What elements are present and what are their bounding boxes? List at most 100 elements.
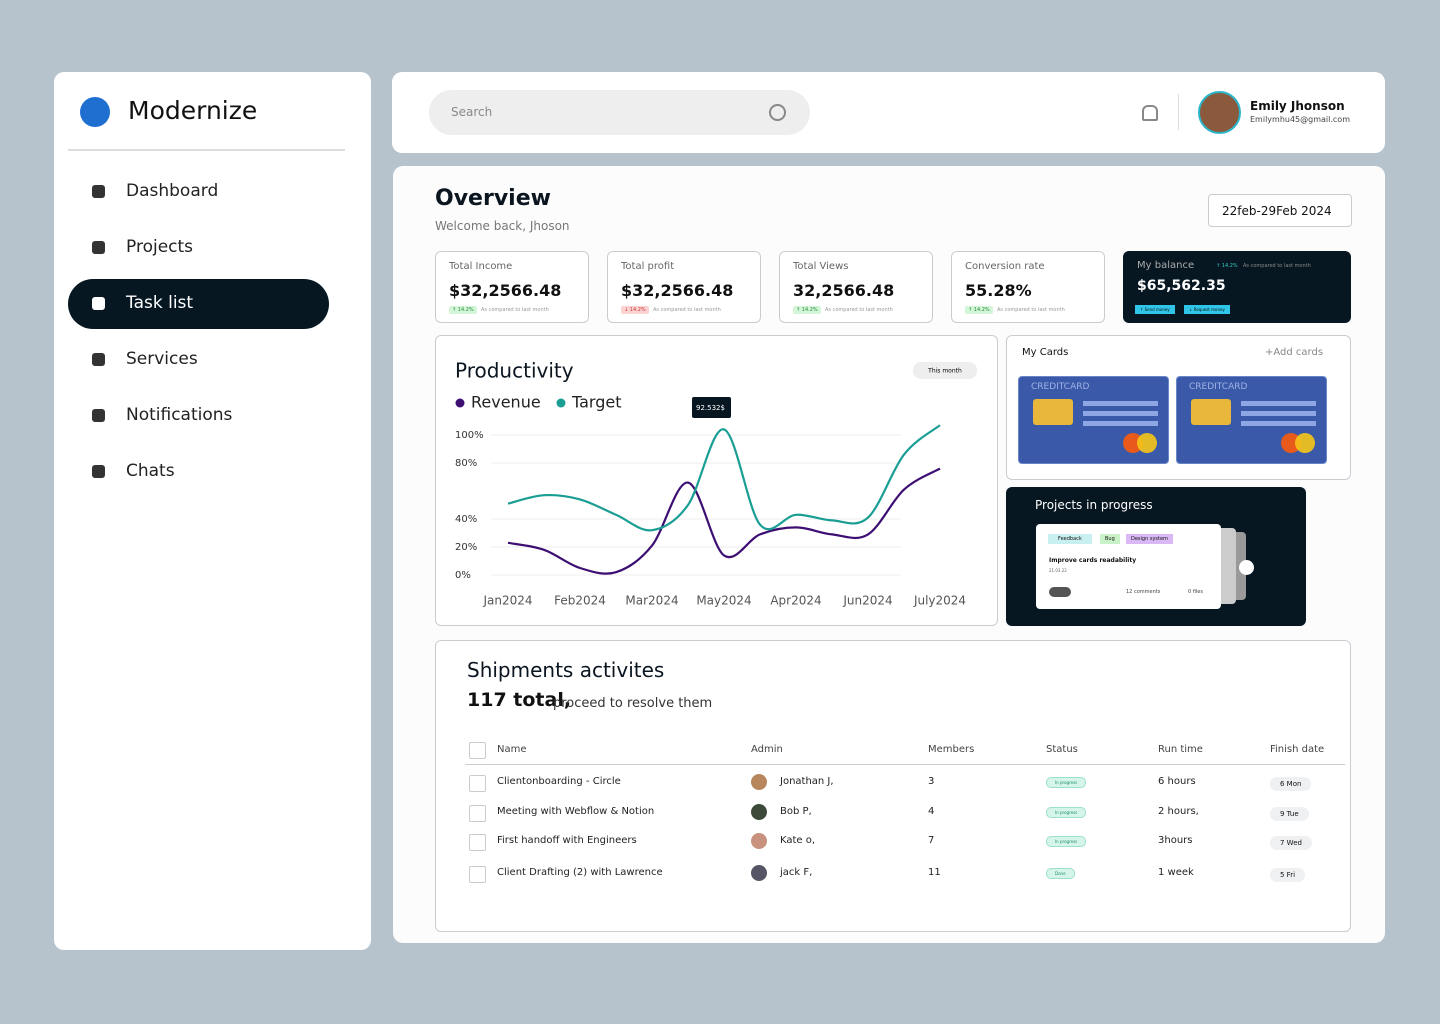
- card-logo: [1137, 433, 1157, 453]
- balance-change: ↑ 14.2%: [1216, 263, 1238, 269]
- bell-icon[interactable]: [1142, 105, 1158, 121]
- card-line: [1083, 401, 1158, 406]
- admin-name: jack F,: [780, 867, 813, 878]
- credit-card[interactable]: CREDITCARD: [1176, 376, 1327, 464]
- divider: [68, 149, 345, 151]
- add-cards[interactable]: +Add cards: [1265, 347, 1324, 358]
- admin-avatar: [751, 774, 767, 790]
- stat-label: Total Income: [449, 261, 513, 272]
- nav-item[interactable]: Notifications: [68, 391, 329, 441]
- nav-item[interactable]: Task list: [68, 279, 329, 329]
- legend-label: Target: [571, 393, 622, 412]
- projects-panel: Projects in progress Feedback Bug Design…: [1006, 487, 1306, 626]
- status: In progress: [1046, 836, 1087, 847]
- shipments-title: Shipments activites: [467, 658, 665, 682]
- overview-subtitle: Welcome back, Jhoson: [435, 219, 570, 233]
- filter-label: This month: [927, 368, 962, 375]
- card-brand: CREDITCARD: [1189, 382, 1248, 392]
- x-tick-label: Jan2024: [482, 594, 532, 608]
- stat-value: $32,2566.48: [449, 281, 562, 300]
- comments: 12 comments: [1126, 589, 1161, 595]
- task-name: Client Drafting (2) with Lawrence: [497, 867, 663, 878]
- stat-change: ↑ 14.2%: [793, 306, 821, 314]
- chart-card: Productivity This month 92.532$ 0% 20% 40%…: [435, 335, 998, 626]
- run-time: 1 week: [1158, 867, 1194, 878]
- card-line: [1083, 411, 1158, 416]
- column-header: Name: [497, 744, 527, 755]
- avatar[interactable]: [1198, 91, 1241, 134]
- stat-value: 55.28%: [965, 281, 1032, 300]
- members: [1049, 587, 1071, 597]
- logo: [80, 97, 110, 127]
- stat-value: 32,2566.48: [793, 281, 895, 300]
- nav-label: Services: [126, 349, 198, 369]
- admin-avatar: [751, 833, 767, 849]
- chart: Productivity This month 92.532$ 0% 20% 40%…: [455, 359, 977, 608]
- project-card[interactable]: Feedback Bug Design system Improve cards…: [1036, 524, 1221, 609]
- column-header: Members: [928, 744, 975, 755]
- finish-date: 5 Fri: [1270, 868, 1306, 882]
- checkbox[interactable]: [469, 775, 486, 792]
- admin-name: Bob P,: [780, 806, 812, 817]
- nav-label: Dashboard: [126, 181, 219, 201]
- column-header: Admin: [751, 744, 783, 755]
- line: [507, 424, 941, 532]
- nav-label: Task list: [126, 293, 194, 313]
- nav-item[interactable]: Services: [68, 335, 329, 385]
- stat-value: $32,2566.48: [621, 281, 734, 300]
- checkbox[interactable]: [469, 834, 486, 851]
- legend-label: Revenue: [471, 393, 541, 412]
- nav-item[interactable]: Projects: [68, 223, 329, 273]
- checkbox[interactable]: [469, 742, 486, 759]
- checkbox[interactable]: [469, 866, 486, 883]
- admin-avatar: [751, 865, 767, 881]
- user-email: Emilymhu45@gmail.com: [1250, 115, 1350, 124]
- search-box[interactable]: Search: [429, 90, 810, 135]
- projects-title: Projects in progress: [1035, 498, 1153, 512]
- stat-card: Conversion rate 55.28% ↑ 14.2% As compared …: [951, 251, 1105, 323]
- members: 4: [928, 806, 935, 817]
- balance-label: My balance: [1137, 260, 1195, 271]
- shipments-total: 117 total,: [467, 689, 572, 711]
- request-button[interactable]: ↓ Request money: [1184, 305, 1230, 314]
- divider: [1178, 94, 1179, 130]
- card-logo: [1295, 433, 1315, 453]
- nav-item[interactable]: Dashboard: [68, 167, 329, 217]
- nav-icon: [92, 353, 105, 366]
- y-tick-label: 100%: [455, 430, 484, 441]
- balance-note: As compared to last month: [1243, 263, 1311, 269]
- status: In progress: [1046, 807, 1087, 818]
- balance-value: $65,562.35: [1137, 278, 1226, 294]
- checkbox[interactable]: [469, 805, 486, 822]
- search-icon: [769, 104, 786, 121]
- nav-icon: [92, 185, 105, 198]
- filter-button[interactable]: [913, 362, 977, 379]
- finish-date: 9 Tue: [1270, 807, 1309, 821]
- nav-icon: [92, 241, 105, 254]
- run-time: 3hours: [1158, 835, 1193, 846]
- members: 7: [928, 835, 935, 846]
- legend-dot: [455, 398, 465, 408]
- tag: Bug: [1100, 534, 1120, 544]
- send-button[interactable]: ↑ Send money: [1135, 305, 1175, 314]
- nav-item[interactable]: Chats: [68, 447, 329, 497]
- credit-card[interactable]: CREDITCARD: [1018, 376, 1169, 464]
- card-brand: CREDITCARD: [1031, 382, 1090, 392]
- date-picker[interactable]: 22feb-29Feb 2024: [1208, 194, 1352, 227]
- x-tick-label: May2024: [696, 594, 751, 608]
- line: [507, 467, 941, 575]
- next-button[interactable]: [1239, 560, 1254, 575]
- card-line: [1083, 421, 1158, 426]
- date-range: 22feb-29Feb 2024: [1222, 204, 1332, 218]
- column-header: Run time: [1158, 744, 1203, 755]
- x-tick-label: Feb2024: [554, 594, 606, 608]
- task-name: Clientonboarding - Circle: [497, 776, 621, 787]
- chart-title: Productivity: [455, 359, 574, 383]
- stat-note: As compared to last month: [481, 307, 549, 313]
- chip: [1191, 399, 1231, 425]
- y-tick-label: 40%: [455, 514, 477, 525]
- y-tick-label: 20%: [455, 542, 477, 553]
- tooltip: [692, 397, 731, 418]
- stat-note: As compared to last month: [997, 307, 1065, 313]
